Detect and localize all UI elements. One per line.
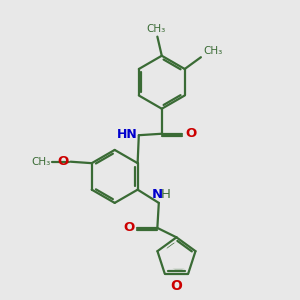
Text: HN: HN bbox=[117, 128, 137, 141]
Text: O: O bbox=[123, 221, 134, 234]
Text: CH₃: CH₃ bbox=[146, 24, 166, 34]
Text: O: O bbox=[57, 154, 68, 168]
Text: H: H bbox=[161, 188, 171, 201]
Text: CH₃: CH₃ bbox=[31, 157, 50, 167]
Text: O: O bbox=[185, 127, 197, 140]
Text: N: N bbox=[152, 188, 163, 201]
Text: CH₃: CH₃ bbox=[203, 46, 222, 56]
Text: O: O bbox=[170, 279, 182, 293]
